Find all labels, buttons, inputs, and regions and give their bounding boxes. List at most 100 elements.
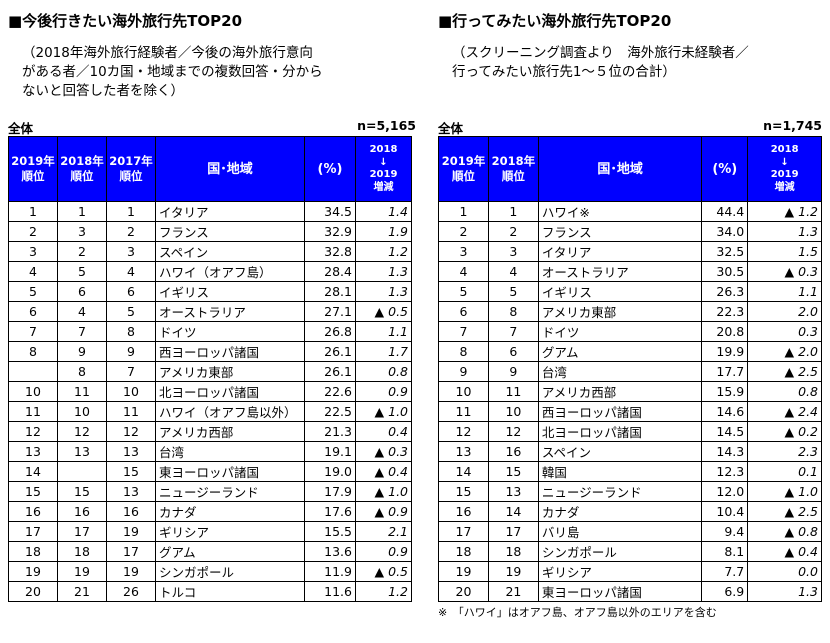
left-subtitle: （2018年海外旅行経験者／今後の海外旅行意向 がある者／10カ国・地域までの複… [22,45,323,99]
cell-rank-2018: 12 [487,421,539,442]
cell-country: アメリカ東部 [537,301,703,322]
cell-change: 1.3 [355,261,412,282]
cell-percent: 21.3 [304,421,356,442]
cell-change: ▲ 0.3 [747,261,822,282]
cell-rank-2018: 10 [487,401,539,422]
cell-rank-2019: 1 [8,201,58,222]
cell-rank-2017: 9 [106,341,156,362]
cell-percent: 17.7 [701,361,749,382]
table-row: 14 15 韓国 12.3 0.1 [438,461,822,482]
cell-percent: 14.5 [701,421,749,442]
cell-percent: 19.9 [701,341,749,362]
cell-change: 0.9 [355,381,412,402]
table-row: 2 3 2 フランス 32.9 1.9 [8,221,412,242]
cell-rank-2018: 18 [487,541,539,562]
left-sample-size: n=5,165 [357,118,416,133]
cell-rank-2018: 6 [487,341,539,362]
cell-rank-2018: 10 [57,401,107,422]
cell-rank-2017: 5 [106,301,156,322]
cell-change: ▲ 0.5 [355,561,412,582]
cell-country: オーストラリア [155,301,305,322]
cell-percent: 44.4 [701,201,749,222]
cell-rank-2018: 17 [57,521,107,542]
right-title: ■行ってみたい海外旅行先TOP20 [438,12,672,30]
cell-rank-2018: 2 [57,241,107,262]
cell-rank-2017: 15 [106,461,156,482]
cell-rank-2019: 6 [438,301,489,322]
cell-change: 1.2 [355,241,412,262]
cell-change: 0.1 [747,461,822,482]
cell-percent: 17.9 [304,481,356,502]
table-row: 10 11 10 北ヨーロッパ諸国 22.6 0.9 [8,381,412,402]
cell-percent: 17.6 [304,501,356,522]
cell-rank-2018: 21 [57,581,107,602]
cell-rank-2018: 21 [487,581,539,602]
table-row: 16 16 16 カナダ 17.6 ▲ 0.9 [8,501,412,522]
cell-percent: 19.0 [304,461,356,482]
cell-rank-2019: 15 [438,481,489,502]
cell-percent: 15.9 [701,381,749,402]
cell-percent: 32.8 [304,241,356,262]
cell-change: 2.0 [747,301,822,322]
table-row: 19 19 19 シンガポール 11.9 ▲ 0.5 [8,561,412,582]
table-row: 7 7 ドイツ 20.8 0.3 [438,321,822,342]
cell-rank-2019: 20 [438,581,489,602]
cell-change: ▲ 0.4 [747,541,822,562]
cell-rank-2018: 8 [487,301,539,322]
cell-rank-2018: 5 [487,281,539,302]
cell-rank-2019: 19 [8,561,58,582]
cell-change: 0.3 [747,321,822,342]
cell-country: 台湾 [155,441,305,462]
cell-rank-2017: 13 [106,441,156,462]
cell-rank-2018: 3 [487,241,539,262]
cell-rank-2018: 15 [487,461,539,482]
header-rank-2019: 2019年 順位 [8,136,58,202]
cell-percent: 32.9 [304,221,356,242]
cell-country: イギリス [537,281,703,302]
cell-country: フランス [537,221,703,242]
cell-rank-2018: 7 [487,321,539,342]
cell-rank-2019: 1 [438,201,489,222]
cell-country: ハワイ（オアフ島） [155,261,305,282]
cell-country: 台湾 [537,361,703,382]
table-row: 8 7 アメリカ東部 26.1 0.8 [8,361,412,382]
cell-percent: 12.0 [701,481,749,502]
cell-rank-2018 [57,461,107,482]
footnote: ※ 「ハワイ」はオアフ島、オアフ島以外のエリアを含む [438,606,717,619]
cell-country: トルコ [155,581,305,602]
cell-change: ▲ 2.5 [747,361,822,382]
cell-country: シンガポール [155,561,305,582]
table-row: 9 9 台湾 17.7 ▲ 2.5 [438,361,822,382]
cell-country: 東ヨーロッパ諸国 [155,461,305,482]
cell-rank-2018: 14 [487,501,539,522]
right-segment-label: 全体 [438,121,464,136]
cell-change: 1.7 [355,341,412,362]
cell-change: ▲ 0.3 [355,441,412,462]
cell-rank-2018: 9 [487,361,539,382]
cell-country: グアム [155,541,305,562]
cell-rank-2018: 1 [487,201,539,222]
cell-rank-2017: 8 [106,321,156,342]
table-row: 6 4 5 オーストラリア 27.1 ▲ 0.5 [8,301,412,322]
table-row: 16 14 カナダ 10.4 ▲ 2.5 [438,501,822,522]
cell-rank-2019: 9 [438,361,489,382]
cell-change: ▲ 2.0 [747,341,822,362]
right-subtitle: （スクリーニング調査より 海外旅行未経験者／ 行ってみたい旅行先1～５位の合計） [452,45,749,80]
cell-country: 西ヨーロッパ諸国 [537,401,703,422]
cell-change: 0.9 [355,541,412,562]
header-rank-2017: 2017年 順位 [106,136,156,202]
cell-change: 1.5 [747,241,822,262]
cell-rank-2017: 3 [106,241,156,262]
cell-rank-2018: 13 [57,441,107,462]
cell-change: 1.3 [747,581,822,602]
cell-country: アメリカ西部 [155,421,305,442]
table-row: 8 9 9 西ヨーロッパ諸国 26.1 1.7 [8,341,412,362]
cell-country: 北ヨーロッパ諸国 [537,421,703,442]
cell-change: ▲ 1.0 [747,481,822,502]
cell-rank-2019: 13 [438,441,489,462]
cell-rank-2019: 16 [8,501,58,522]
cell-rank-2019: 5 [8,281,58,302]
table-row: 3 3 イタリア 32.5 1.5 [438,241,822,262]
cell-rank-2018: 2 [487,221,539,242]
cell-rank-2018: 19 [487,561,539,582]
